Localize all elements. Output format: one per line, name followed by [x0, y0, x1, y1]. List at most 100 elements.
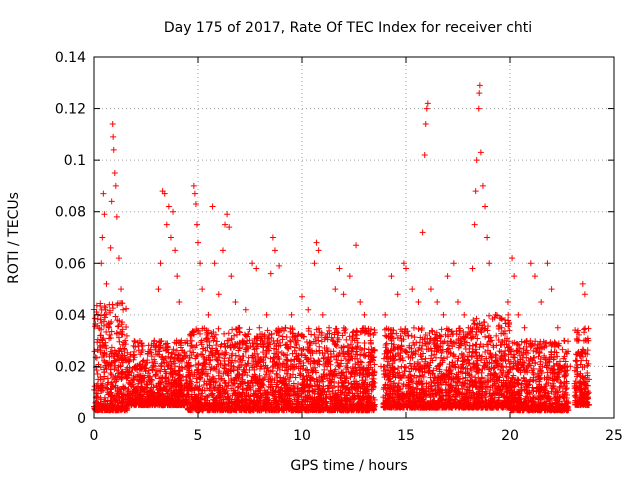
data-point-dense	[246, 326, 253, 333]
data-point-dense	[118, 348, 125, 355]
data-point-dense	[94, 370, 101, 377]
data-point-dense	[115, 334, 122, 341]
data-point-dense	[121, 346, 128, 353]
data-point-dense	[113, 376, 120, 383]
data-point-dense	[116, 373, 123, 380]
data-point-dense	[131, 337, 138, 344]
data-point-dense	[93, 367, 100, 374]
data-point-dense	[300, 373, 307, 380]
data-point-dense	[103, 329, 110, 336]
data-point-dense	[117, 345, 124, 352]
data-point-dense	[472, 374, 479, 381]
data-point-dense	[114, 367, 121, 374]
data-point-dense	[486, 312, 493, 319]
data-point-dense	[118, 404, 125, 411]
data-point-dense	[103, 363, 110, 370]
data-point-dense	[98, 326, 105, 333]
data-point-dense	[408, 332, 415, 339]
data-point-dense	[304, 366, 311, 373]
data-point-dense	[114, 323, 121, 330]
data-point-dense	[164, 363, 171, 370]
data-point-dense	[395, 365, 402, 372]
chart-title: Day 175 of 2017, Rate Of TEC Index for r…	[164, 20, 532, 36]
data-point-dense	[460, 357, 467, 364]
data-point-dense	[120, 357, 127, 364]
data-point-dense	[116, 398, 123, 405]
data-point-dense	[111, 349, 118, 356]
data-point-dense	[106, 353, 113, 360]
data-point-dense	[123, 305, 130, 312]
data-point-dense	[108, 328, 115, 335]
data-point-dense	[462, 345, 469, 352]
data-point-dense	[108, 360, 115, 367]
data-point-dense	[106, 307, 113, 314]
data-point-dense	[357, 351, 364, 358]
data-point-dense	[113, 351, 120, 358]
data-point-dense	[105, 391, 112, 398]
data-point-dense	[102, 314, 109, 321]
data-point-dense	[464, 353, 471, 360]
data-point-dense	[118, 300, 125, 307]
data-point-dense	[438, 326, 445, 333]
data-point-dense	[110, 395, 117, 402]
data-point-dense	[120, 385, 127, 392]
data-point-dense	[101, 407, 108, 414]
data-point-dense	[115, 322, 122, 329]
data-point-dense	[415, 325, 422, 332]
data-point-dense	[175, 367, 182, 374]
data-point-dense	[95, 402, 102, 409]
data-point-dense	[101, 373, 108, 380]
data-point-dense	[343, 336, 350, 343]
data-point-dense	[221, 330, 228, 337]
data-point-dense	[111, 359, 118, 366]
data-point-dense	[482, 333, 489, 340]
data-point-dense	[104, 397, 111, 404]
data-point-dense	[106, 331, 113, 338]
data-point-dense	[118, 330, 125, 337]
data-point-dense	[97, 396, 104, 403]
data-point-dense	[113, 356, 120, 363]
data-point-dense	[499, 364, 506, 371]
data-point-dense	[444, 354, 451, 361]
data-point-dense	[123, 324, 130, 331]
data-point-dense	[411, 334, 418, 341]
data-point-dense	[98, 384, 105, 391]
data-point-dense	[321, 366, 328, 373]
data-point-dense	[103, 311, 110, 318]
data-point-dense	[93, 354, 100, 361]
data-point-dense	[200, 382, 207, 389]
data-point-dense	[197, 330, 204, 337]
data-point-dense	[161, 359, 168, 366]
data-point-dense	[401, 364, 408, 371]
data-point-dense	[106, 301, 113, 308]
grid-lines	[94, 57, 614, 418]
data-point-dense	[361, 345, 368, 352]
data-point-dense	[113, 329, 120, 336]
data-point-dense	[105, 379, 112, 386]
data-point-dense	[108, 319, 115, 326]
data-point-dense	[106, 335, 113, 342]
data-point-dense	[108, 344, 115, 351]
data-point-dense	[361, 339, 368, 346]
data-point-dense	[124, 368, 131, 375]
data-point-dense	[116, 318, 123, 325]
data-point-dense	[215, 325, 222, 332]
data-point-dense	[496, 348, 503, 355]
data-point-dense	[115, 370, 122, 377]
data-point-dense	[97, 312, 104, 319]
data-point-dense	[287, 338, 294, 345]
data-point-dense	[123, 332, 130, 339]
data-point-dense	[101, 359, 108, 366]
data-point-dense	[101, 303, 108, 310]
data-point-dense	[91, 315, 98, 322]
data-point-dense	[131, 338, 138, 345]
data-point-dense	[110, 401, 117, 408]
data-point-dense	[330, 348, 337, 355]
data-point-dense	[101, 350, 108, 357]
data-point-dense	[107, 348, 114, 355]
data-point-dense	[344, 364, 351, 371]
data-point-dense	[327, 367, 334, 374]
data-point-dense	[98, 320, 105, 327]
data-point-dense	[94, 399, 101, 406]
